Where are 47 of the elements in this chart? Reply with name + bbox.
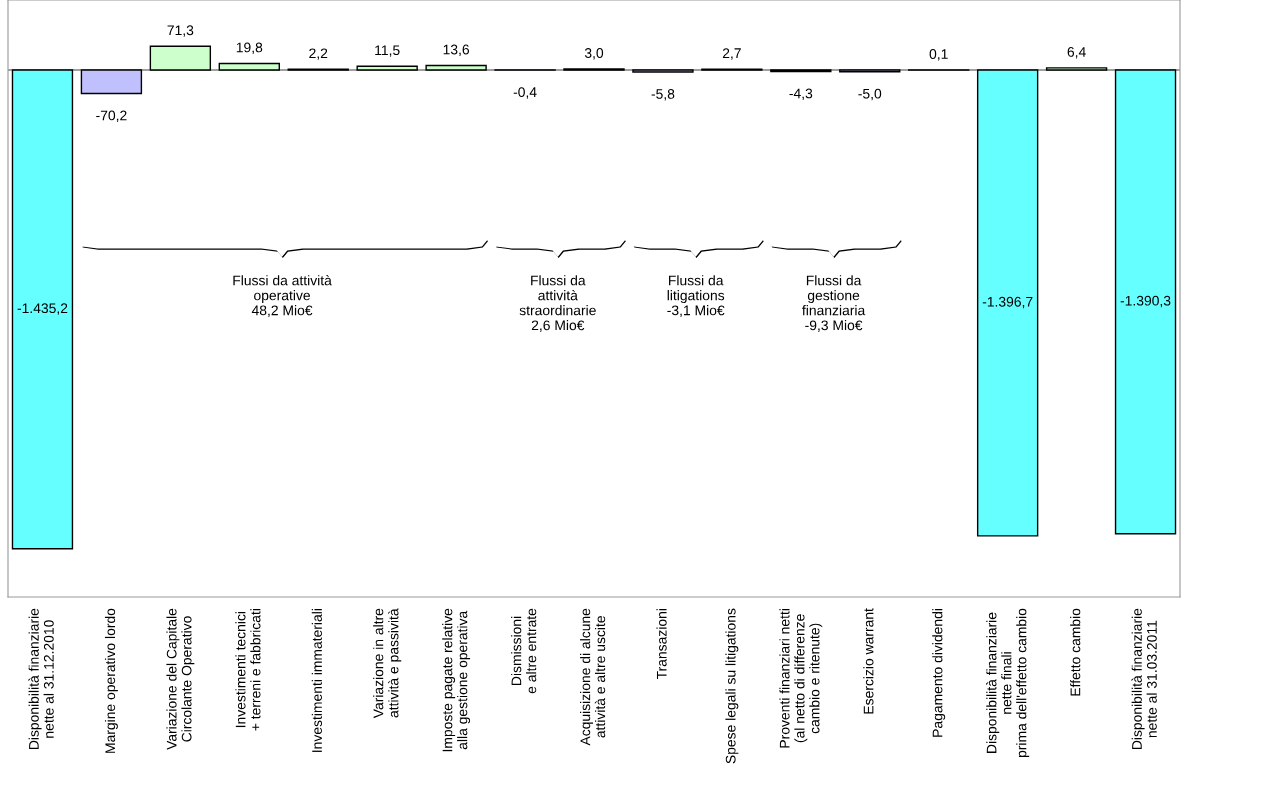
bar [80,69,143,95]
data-label: -4,3 [789,88,813,100]
bar [976,69,1039,537]
data-label: -1.396,7 [982,296,1033,309]
data-label: 19,8 [236,42,263,54]
data-label: 0,1 [929,49,948,61]
x-tick-label: Variazione in altre attività e passività [373,608,402,719]
annotation: Flussi da gestione finanziaria -9,3 Mio€ [802,275,866,332]
x-tick-label: Disponibilità finanziarie nette al 31.03.2011 [1131,608,1157,750]
x-tick-label: Investimenti immateriali [311,609,322,752]
x-tick-label: Spese legali su litigations [725,608,739,764]
bar [11,69,74,550]
data-label: 11,5 [375,45,400,57]
data-label: 3,0 [584,48,604,60]
bar [1045,67,1108,71]
x-tick-label: Transazioni [656,609,667,680]
x-tick-label: Margine operativo lordo [104,608,118,753]
x-tick-label: Imposte pagate relative alla gestione operativa [442,608,471,752]
data-label: 71,3 [167,25,194,37]
bar [218,62,280,71]
bar [149,45,212,71]
data-label: -1.435,2 [17,303,68,315]
data-label: -0,4 [513,87,537,99]
data-label: -5,0 [858,88,882,101]
data-label: 13,6 [443,44,470,57]
bar [356,65,418,71]
x-tick-label: Dismissioni e altre entrate [511,608,537,694]
x-tick-label: Disponibilità finanziarie nette al 31.12.2010 [28,608,54,750]
data-label: -1.390,3 [1120,295,1171,308]
x-tick-label: Acquisizione di alcune attività e altre uscite [580,608,606,746]
data-label: 2,7 [722,48,741,60]
x-tick-label: Effetto cambio [1070,608,1081,696]
x-tick-label: Proventi finanziari netti (al netto di differenze cambio e ritenute) [779,609,823,748]
annotation: Flussi da litigations -3,1 Mio€ [667,275,725,317]
x-tick-label: Esercizio warrant [863,608,874,714]
annotation: Flussi da attività straordinarie 2,6 Mio€ [519,275,596,332]
data-label: 2,2 [309,48,328,60]
bar [1114,69,1177,535]
bar [425,64,487,71]
data-label: -70,2 [96,110,127,122]
data-label: 6,4 [1067,46,1086,59]
x-tick-label: Investimenti tecnici + terreni e fabbricati [235,609,261,731]
x-tick-label: Variazione del Capitale Circolante Operativo [166,608,195,750]
x-tick-label: Pagamento dividendi [932,609,946,737]
x-tick-label: Disponibilità finanziarie nette finali prima dell'effetto cambio [986,608,1030,758]
data-label: -5,8 [651,89,675,101]
annotation: Flussi da attività operative 48,2 Mio€ [233,274,332,317]
